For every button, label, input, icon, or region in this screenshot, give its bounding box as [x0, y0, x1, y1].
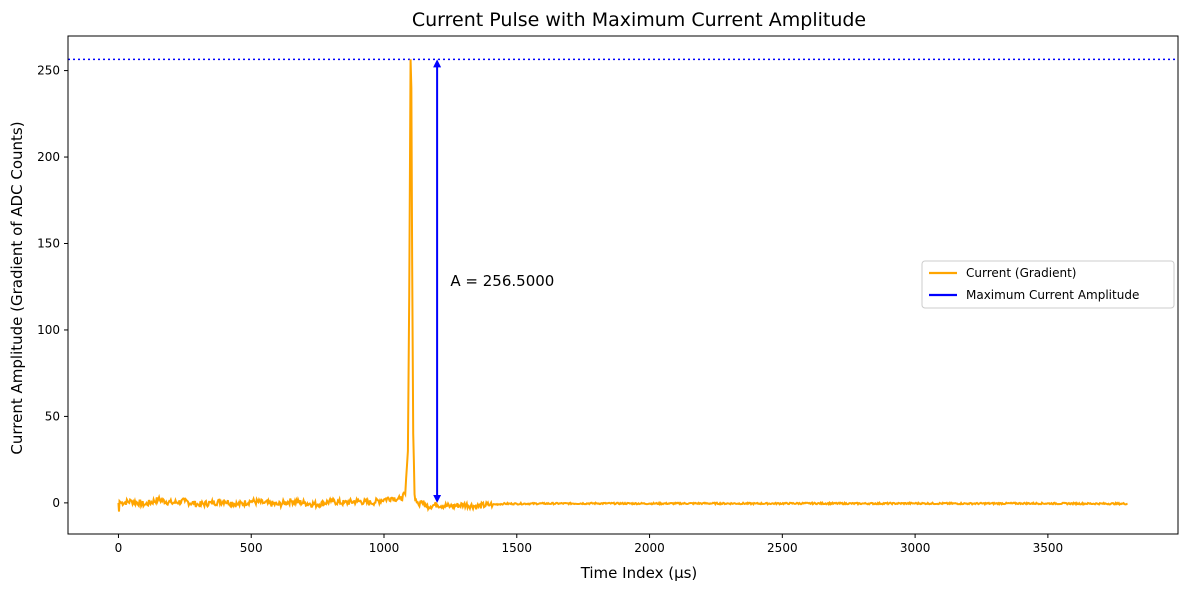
x-tick-label: 2500: [767, 541, 798, 555]
y-axis-title: Current Amplitude (Gradient of ADC Count…: [8, 121, 26, 454]
axes: 0 500 1000 1500 2000 2500 3000 3500 0 50 100 150 200…: [37, 35, 1179, 555]
y-tick-label: 250: [37, 64, 60, 78]
x-tick-label: 0: [115, 541, 123, 555]
chart-title: Current Pulse with Maximum Current Ampli…: [412, 9, 866, 31]
y-tick-label: 200: [37, 150, 60, 164]
legend: Current (Gradient) Maximum Current Amplit…: [921, 260, 1175, 309]
x-tick-label: 3500: [1033, 541, 1064, 555]
y-tick-label: 50: [45, 409, 60, 423]
plot-area: A = 256.5000: [68, 58, 1178, 513]
legend-label: Maximum Current Amplitude: [966, 288, 1139, 302]
y-tick-label: 0: [52, 496, 60, 510]
y-tick-label: 150: [37, 237, 60, 251]
y-tick-label: 100: [37, 323, 60, 337]
x-tick-label: 3000: [900, 541, 931, 555]
series-line-current: [117, 59, 1128, 513]
legend-label: Current (Gradient): [966, 266, 1076, 280]
x-tick-label: 2000: [634, 541, 665, 555]
annotation-label: A = 256.5000: [450, 272, 554, 290]
x-tick-label: 1000: [369, 541, 400, 555]
x-axis-title: Time Index (µs): [580, 564, 698, 582]
legend-box: [921, 260, 1175, 309]
plot-frame: [67, 35, 1179, 535]
x-tick-label: 500: [240, 541, 263, 555]
x-tick-label: 1500: [502, 541, 533, 555]
